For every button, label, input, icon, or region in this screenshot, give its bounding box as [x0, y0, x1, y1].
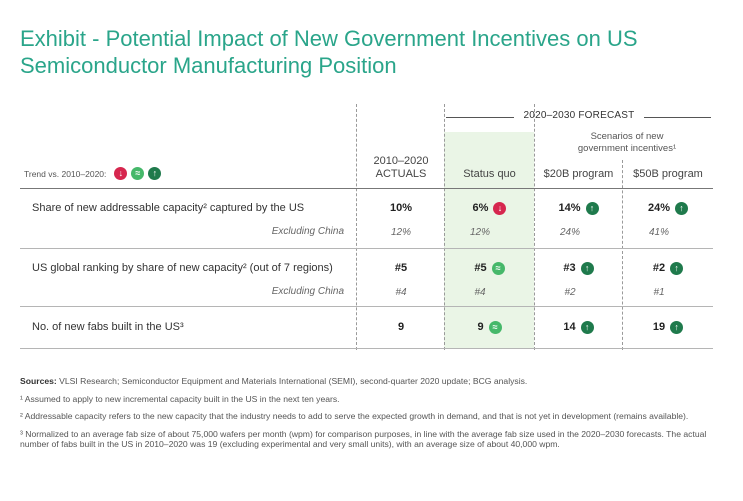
row-label-share: Share of new addressable capacity² captu… [32, 202, 305, 214]
cell-ranking-50b: #2 ↑ [623, 260, 713, 276]
cell-value: #2 [652, 262, 666, 274]
cell-fabs-50b: 19 ↑ [623, 319, 713, 335]
column-divider-status-quo [534, 104, 535, 350]
arrow-up-icon: ↑ [675, 201, 689, 215]
cell-value: #5 [474, 262, 487, 274]
cell-fabs-20b: 14 ↑ [535, 319, 622, 335]
cell-share-sub-status-quo: 12% [445, 225, 515, 239]
row-label-fabs: No. of new fabs built in the US³ [32, 321, 184, 333]
cell-value: 9 [477, 321, 484, 333]
cell-fabs-actuals: 9 [358, 319, 444, 335]
cell-share-actuals: 10% [358, 200, 444, 216]
arrow-up-icon: ↑ [580, 261, 594, 275]
cell-value: #1 [653, 286, 665, 298]
cell-value: 10% [389, 202, 413, 214]
page-title: Exhibit - Potential Impact of New Govern… [20, 25, 720, 79]
column-divider-actuals [356, 104, 357, 350]
arrow-down-icon: ↓ [493, 201, 507, 215]
cell-value: 24% [559, 226, 580, 238]
cell-ranking-status-quo: #5 ≈ [445, 260, 534, 276]
cell-value: 14% [558, 202, 581, 214]
row-rule-1 [20, 248, 713, 249]
cell-value: 12% [469, 226, 490, 238]
title-line-2: Semiconductor Manufacturing Position [20, 53, 397, 78]
forecast-label: 2020–2030 FORECAST [523, 110, 635, 121]
footnote-3: ³ Normalized to an average fab size of a… [20, 428, 707, 450]
status-quo-highlight [444, 132, 534, 348]
cell-value: 41% [648, 226, 669, 238]
cell-value: 19 [652, 321, 666, 333]
actuals-header-line-2: ACTUALS [375, 168, 427, 180]
cell-value: #5 [394, 262, 408, 274]
cell-value: #2 [564, 286, 576, 298]
arrow-up-icon: ↑ [585, 201, 599, 215]
row-rule-2 [20, 306, 713, 307]
arrow-down-icon: ↓ [114, 167, 128, 180]
cell-share-status-quo: 6% ↓ [445, 200, 534, 216]
arrow-up-icon: ↑ [148, 167, 162, 180]
scenarios-header: Scenarios of new government incentives¹ [552, 131, 702, 155]
row-sublabel-ranking: Excluding China [271, 286, 344, 297]
cell-ranking-actuals: #5 [358, 260, 444, 276]
title-line-1: Exhibit - Potential Impact of New Govern… [20, 26, 638, 51]
cell-value: #3 [563, 262, 576, 274]
column-header-status-quo: Status quo [463, 168, 516, 180]
cell-ranking-sub-50b: #1 [623, 285, 695, 299]
column-divider-forecast-start [444, 104, 445, 350]
footnote-2: ² Addressable capacity refers to the new… [20, 411, 689, 422]
footnotes: Sources: VLSI Research; Semiconductor Eq… [20, 376, 723, 457]
forecast-rule-left [446, 117, 514, 118]
sources-label: Sources: [20, 376, 57, 386]
cell-value: 9 [397, 321, 405, 333]
cell-value: #4 [474, 286, 486, 298]
cell-value: 6% [472, 202, 489, 214]
header-rule [20, 188, 713, 189]
cell-fabs-status-quo: 9 ≈ [445, 319, 534, 335]
approx-equal-icon: ≈ [488, 320, 502, 334]
trend-legend: Trend vs. 2010–2020: ↓ ≈ ↑ [24, 167, 162, 180]
cell-value: 12% [390, 226, 411, 238]
forecast-header: 2020–2030 FORECAST [446, 110, 711, 124]
cell-value: #4 [395, 286, 407, 298]
approx-equal-icon: ≈ [131, 167, 145, 180]
row-label-ranking: US global ranking by share of new capaci… [32, 262, 333, 274]
column-header-50b: $50B program [633, 168, 703, 180]
arrow-up-icon: ↑ [670, 261, 684, 275]
footnote-1: ¹ Assumed to apply to new incremental ca… [20, 393, 340, 404]
scenarios-line-1: Scenarios of new [590, 131, 664, 142]
cell-share-sub-50b: 41% [623, 225, 695, 239]
approx-equal-icon: ≈ [491, 261, 505, 275]
scenarios-line-2: government incentives¹ [577, 143, 677, 154]
row-sublabel-share: Excluding China [271, 226, 344, 237]
cell-ranking-sub-20b: #2 [535, 285, 605, 299]
arrow-up-icon: ↑ [670, 320, 684, 334]
column-header-20b: $20B program [543, 168, 614, 180]
cell-share-50b: 24% ↑ [623, 200, 713, 216]
cell-share-20b: 14% ↑ [535, 200, 622, 216]
trend-label: Trend vs. 2010–2020: [24, 168, 107, 179]
sources-note: Sources: VLSI Research; Semiconductor Eq… [20, 376, 723, 387]
cell-share-sub-actuals: 12% [358, 225, 444, 239]
forecast-rule-right [644, 117, 711, 118]
cell-share-sub-20b: 24% [535, 225, 605, 239]
row-rule-3 [20, 348, 713, 349]
cell-ranking-sub-status-quo: #4 [445, 285, 515, 299]
column-divider-scenarios [622, 160, 623, 350]
cell-value: 24% [647, 202, 671, 214]
sources-text: VLSI Research; Semiconductor Equipment a… [56, 376, 528, 386]
actuals-header-line-1: 2010–2020 [373, 155, 429, 167]
cell-value: 14 [563, 321, 576, 333]
cell-ranking-sub-actuals: #4 [358, 285, 444, 299]
cell-ranking-20b: #3 ↑ [535, 260, 622, 276]
arrow-up-icon: ↑ [580, 320, 594, 334]
column-header-actuals: 2010–2020 ACTUALS [358, 155, 444, 181]
